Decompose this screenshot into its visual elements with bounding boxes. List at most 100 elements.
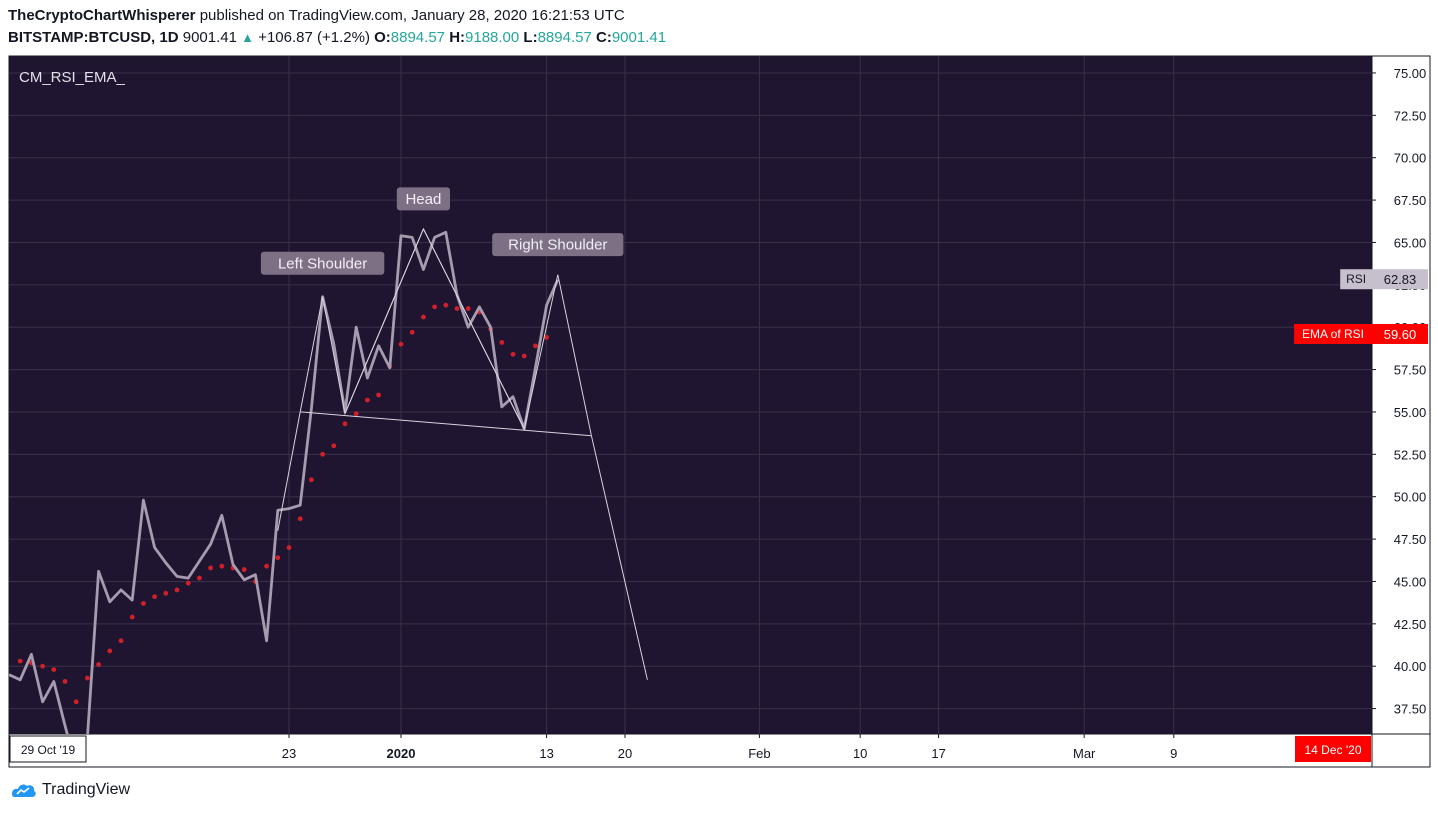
high-value: 9188.00 xyxy=(465,29,520,46)
indicator-label: CM_RSI_EMA_ xyxy=(19,69,126,86)
y-axis-area[interactable] xyxy=(1372,56,1430,767)
ema-dot xyxy=(409,329,415,335)
end-date-badge xyxy=(1295,736,1371,762)
start-date-badge xyxy=(9,735,87,763)
rsi-last-value-text: 62.83 xyxy=(1384,272,1417,287)
start-date-label: 29 Oct '19 xyxy=(21,743,76,757)
up-arrow-icon: ▲ xyxy=(241,30,255,45)
y-tick-label: 50.00 xyxy=(1394,490,1427,505)
ema-dot xyxy=(331,443,337,449)
ema-last-value-text: 59.60 xyxy=(1384,327,1417,342)
ema-dot xyxy=(85,675,90,681)
annotation-box[interactable] xyxy=(396,187,450,211)
ema-dot xyxy=(376,392,381,398)
x-tick-label: Mar xyxy=(1073,746,1096,761)
ema-dot xyxy=(465,306,471,311)
close-label: C: xyxy=(596,29,612,46)
ema-dot xyxy=(17,658,23,664)
ema-dot xyxy=(174,587,180,593)
y-tick-label: 75.00 xyxy=(1394,66,1427,81)
ema-dot xyxy=(510,351,516,357)
x-tick-label: 9 xyxy=(1170,746,1177,761)
high-label: H: xyxy=(449,29,466,46)
ema-dot xyxy=(185,580,191,586)
ema-last-name-badge xyxy=(1294,323,1372,344)
pattern-trendline[interactable] xyxy=(590,435,648,680)
open-value: 8894.57 xyxy=(390,29,446,46)
ema-dot xyxy=(309,477,314,483)
ema-dot xyxy=(533,343,538,349)
y-tick-label: 40.00 xyxy=(1394,659,1427,674)
footer-brand[interactable]: TradingView xyxy=(42,781,131,798)
y-tick-label: 52.50 xyxy=(1394,447,1427,462)
rsi-last-name-text: RSI xyxy=(1346,272,1366,286)
ema-dot xyxy=(432,304,437,310)
rsi-line[interactable] xyxy=(9,230,560,768)
x-tick-label: Feb xyxy=(748,746,770,761)
ema-dot xyxy=(208,565,214,571)
tradingview-logo-icon[interactable] xyxy=(8,780,38,800)
y-tick-label: 55.00 xyxy=(1394,405,1427,420)
ema-dot xyxy=(241,567,247,572)
pattern-trendline[interactable] xyxy=(344,228,424,414)
x-tick-label: 20 xyxy=(618,746,632,761)
ema-dot xyxy=(286,545,292,550)
footer: TradingView xyxy=(8,780,130,800)
y-tick-label: 65.00 xyxy=(1394,235,1427,250)
ema-dot xyxy=(197,575,202,581)
x-tick-label: 13 xyxy=(539,746,553,761)
pattern-trendline[interactable] xyxy=(300,411,592,437)
published-text: published on TradingView.com, January 28… xyxy=(195,7,625,24)
ema-dot xyxy=(443,302,449,308)
pattern-trendline[interactable] xyxy=(422,228,525,430)
annotation-box[interactable] xyxy=(260,251,385,275)
ema-dot xyxy=(499,340,505,345)
ema-dot xyxy=(342,421,348,427)
annotation-label[interactable]: Head xyxy=(405,191,441,208)
y-tick-label: 57.50 xyxy=(1394,363,1427,378)
x-tick-label: 17 xyxy=(931,746,945,761)
y-tick-label: 67.50 xyxy=(1394,193,1427,208)
ema-dot xyxy=(454,306,460,311)
x-axis-area[interactable] xyxy=(9,734,1372,767)
ema-dot xyxy=(40,663,45,669)
ema-dot xyxy=(129,614,135,620)
pattern-trendline[interactable] xyxy=(277,411,301,531)
y-tick-label: 45.00 xyxy=(1394,574,1427,589)
ema-dot xyxy=(163,590,169,596)
plot-area[interactable] xyxy=(9,56,1372,734)
ema-dot xyxy=(521,353,527,359)
ema-dot xyxy=(141,601,146,606)
rsi-last-value-badge xyxy=(1372,269,1428,290)
ema-dot xyxy=(73,699,79,705)
ema-dot xyxy=(421,314,426,320)
annotation-box[interactable] xyxy=(492,233,624,257)
last-price: 9001.41 xyxy=(182,29,237,46)
low-label: L: xyxy=(523,29,538,46)
annotation-label[interactable]: Left Shoulder xyxy=(278,255,367,272)
ema-dot xyxy=(320,451,325,457)
y-tick-label: 70.00 xyxy=(1394,151,1427,166)
ema-last-name-text: EMA of RSI xyxy=(1302,327,1364,341)
ema-dot xyxy=(107,648,113,654)
ema-dot xyxy=(365,397,370,403)
symbol-name: BITSTAMP:BTCUSD, 1D xyxy=(8,29,179,46)
author-name[interactable]: TheCryptoChartWhisperer xyxy=(8,7,196,24)
symbol-line: BITSTAMP:BTCUSD, 1D 9001.41 ▲ +106.87 (+… xyxy=(8,29,666,46)
ema-dot xyxy=(275,555,281,561)
annotation-label[interactable]: Right Shoulder xyxy=(508,237,607,254)
x-tick-label: 23 xyxy=(282,746,296,761)
ema-dot xyxy=(118,638,124,644)
x-tick-label: 2020 xyxy=(387,746,416,761)
publish-line: TheCryptoChartWhisperer published on Tra… xyxy=(8,7,625,24)
ema-dot xyxy=(51,667,57,672)
low-value: 8894.57 xyxy=(537,29,592,46)
y-tick-label: 42.50 xyxy=(1394,617,1427,632)
ema-dot xyxy=(353,411,359,417)
ema-dot xyxy=(544,334,549,340)
ema-dot xyxy=(219,563,225,569)
y-tick-label: 72.50 xyxy=(1394,108,1427,123)
rsi-last-name-badge xyxy=(1340,269,1372,290)
ema-dot xyxy=(96,662,101,667)
